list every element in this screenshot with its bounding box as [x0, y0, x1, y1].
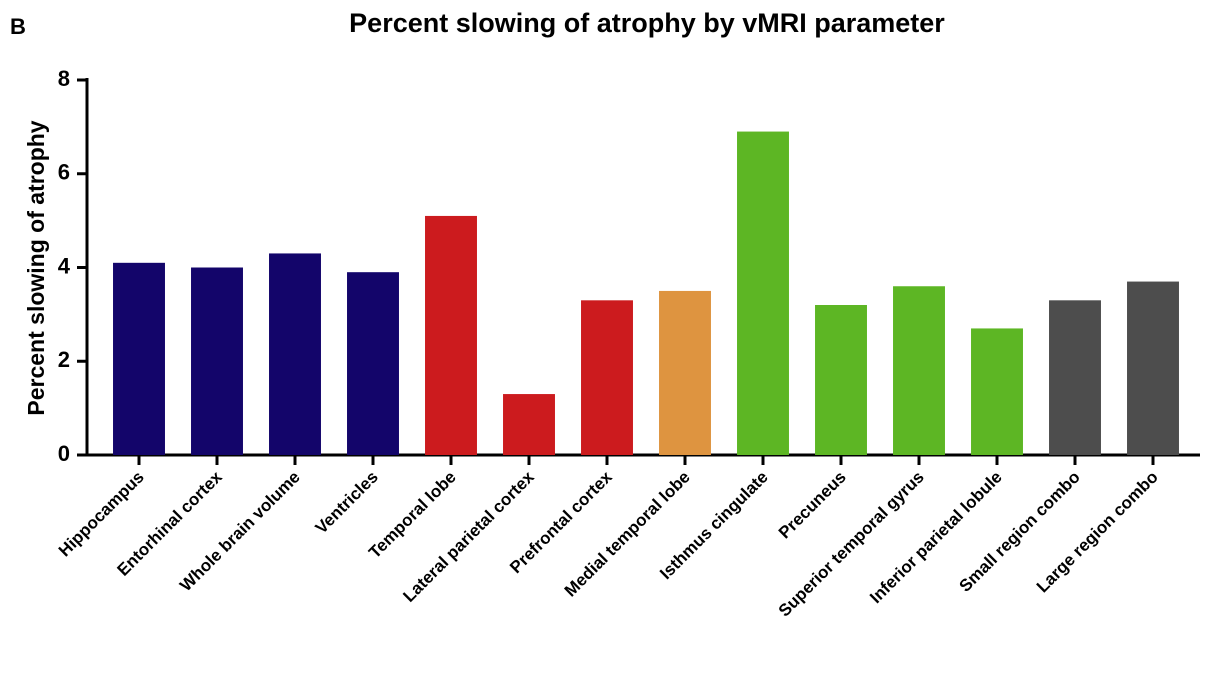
y-axis-label: Percent slowing of atrophy [23, 120, 49, 415]
bar [893, 286, 945, 455]
x-tick-label: Ventricles [312, 467, 382, 537]
bar [503, 394, 555, 455]
bar [1049, 300, 1101, 455]
panel-label: B [10, 14, 26, 39]
chart-title: Percent slowing of atrophy by vMRI param… [349, 8, 945, 38]
bar [269, 253, 321, 455]
x-tick-label: Precuneus [775, 467, 850, 542]
bar [113, 262, 165, 455]
bar [659, 290, 711, 455]
x-tick-label: Superior temporal gyrus [775, 467, 928, 620]
y-tick-label: 4 [58, 253, 71, 278]
x-tick-label: Inferior parietal lobule [866, 467, 1006, 607]
bar [425, 215, 477, 455]
y-tick-label: 8 [58, 66, 70, 91]
bar [581, 300, 633, 455]
x-tick-label: Lateral parietal cortex [399, 467, 538, 606]
bar [971, 328, 1023, 455]
bar [1127, 281, 1179, 455]
y-tick-label: 2 [58, 347, 70, 372]
bar [347, 272, 399, 455]
y-tick-label: 6 [58, 160, 70, 185]
x-tick-label: Medial temporal lobe [561, 467, 694, 600]
bar [815, 305, 867, 455]
bar [191, 267, 243, 455]
y-tick-label: 0 [58, 441, 70, 466]
bar [737, 131, 789, 455]
